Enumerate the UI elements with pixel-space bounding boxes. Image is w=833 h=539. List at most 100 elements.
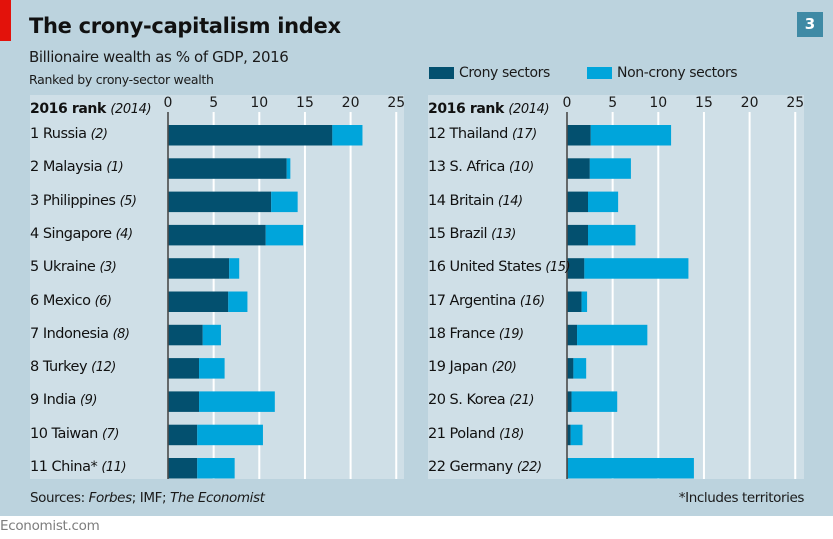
- chart-panel-right: 2016 rank (2014) 0 5 10 15 20 25 12 Thailand (1…: [428, 95, 804, 479]
- bar-non-crony-singapore: [265, 224, 304, 246]
- legend-crony: Crony sectors: [429, 64, 550, 82]
- row-label: 8 Turkey (12): [30, 359, 116, 375]
- sources-note: Sources: Forbes; IMF; The Economist: [30, 490, 265, 506]
- x-tick-label: 25: [387, 95, 405, 111]
- row-label: 18 France (19): [428, 326, 524, 342]
- country-name: 13 S. Africa: [428, 159, 509, 176]
- row-label: 19 Japan (20): [428, 359, 517, 376]
- bar-non-crony-germany: [567, 458, 694, 479]
- x-tick-label: 0: [563, 95, 572, 111]
- country-name: 11 China*: [30, 459, 102, 475]
- previous-rank: (13): [491, 226, 516, 242]
- previous-rank: (10): [508, 160, 534, 176]
- previous-rank: (5): [119, 193, 137, 209]
- row-label: 6 Mexico (6): [30, 293, 112, 309]
- bar-crony-poland: [567, 424, 571, 446]
- rank-header-label: 2016 rank: [30, 101, 111, 117]
- country-name: 15 Brazil: [428, 225, 492, 242]
- bar-non-crony-s-korea: [571, 391, 618, 412]
- row-label: 14 Britain (14): [428, 193, 523, 209]
- country-name: 2 Malaysia: [30, 159, 107, 176]
- bar-crony-thailand: [567, 125, 591, 146]
- bar-non-crony-japan: [573, 358, 587, 379]
- bar-non-crony-argentina: [581, 291, 588, 312]
- row-label: 20 S. Korea (21): [428, 392, 534, 408]
- bar-non-crony-thailand: [590, 125, 672, 146]
- bar-crony-japan: [567, 358, 574, 379]
- row-label: 16 United States (15): [428, 259, 571, 276]
- chart-note: Ranked by crony-sector wealth: [29, 72, 214, 87]
- country-name: 1 Russia: [30, 126, 91, 142]
- row-label: 15 Brazil (13): [428, 226, 516, 242]
- bar-non-crony-turkey: [199, 358, 225, 379]
- row-label: 4 Singapore (4): [30, 226, 133, 242]
- rank-header: 2016 rank (2014): [428, 101, 550, 117]
- bar-non-crony-s-africa: [589, 158, 631, 179]
- bar-non-crony-china: [197, 458, 235, 479]
- bar-crony-s-africa: [567, 158, 590, 179]
- country-name: 14 Britain: [428, 192, 498, 209]
- previous-rank: (12): [91, 360, 116, 376]
- country-name: 19 Japan: [428, 359, 492, 376]
- legend-non-crony: Non-crony sectors: [587, 64, 738, 82]
- bar-non-crony-india: [199, 391, 275, 412]
- bar-non-crony-malaysia: [286, 158, 291, 179]
- rank-header-previous: (2014): [508, 102, 550, 117]
- bar-non-crony-britain: [587, 191, 619, 213]
- legend-swatch-crony: [429, 67, 454, 79]
- previous-rank: (16): [519, 293, 545, 309]
- x-tick-label: 20: [342, 95, 360, 111]
- rank-header-previous: (2014): [110, 102, 152, 117]
- bar-crony-mexico: [168, 291, 229, 312]
- x-tick-label: 25: [786, 95, 804, 111]
- previous-rank: (20): [491, 360, 517, 376]
- bar-non-crony-philippines: [271, 191, 298, 213]
- x-tick-label: 5: [209, 95, 218, 111]
- bar-chart-plot: 0 5 10 15 20 25: [164, 95, 405, 479]
- bar-crony-malaysia: [168, 158, 287, 179]
- country-name: 7 Indonesia: [30, 325, 113, 342]
- chart-title: The crony-capitalism index: [29, 14, 341, 38]
- legend-label-non-crony: Non-crony sectors: [617, 65, 738, 81]
- bar-crony-philippines: [168, 191, 272, 213]
- previous-rank: (21): [509, 393, 534, 409]
- country-name: 9 India: [30, 392, 81, 409]
- previous-rank: (17): [511, 127, 537, 142]
- bar-non-crony-ukraine: [229, 258, 240, 279]
- row-label: 3 Philippines (5): [30, 193, 137, 209]
- previous-rank: (19): [498, 326, 524, 342]
- sources-prefix: Sources:: [30, 490, 89, 506]
- country-name: 5 Ukraine: [30, 259, 100, 276]
- previous-rank: (7): [101, 426, 119, 442]
- chart-number-badge: 3: [797, 12, 823, 37]
- bar-crony-britain: [567, 191, 588, 213]
- bar-non-crony-united-states: [584, 258, 689, 279]
- x-tick-label: 20: [741, 95, 759, 111]
- previous-rank: (14): [497, 193, 523, 209]
- brand-credit: Economist.com: [0, 518, 100, 534]
- sources-separator: ; IMF;: [131, 490, 171, 506]
- row-label: 21 Poland (18): [428, 426, 524, 442]
- red-tag: [0, 0, 11, 41]
- country-name: 16 United States: [428, 259, 546, 276]
- bar-non-crony-france: [577, 324, 648, 346]
- country-name: 20 S. Korea: [428, 392, 510, 409]
- bar-non-crony-brazil: [587, 224, 636, 246]
- previous-rank: (3): [99, 260, 117, 276]
- row-label: 1 Russia (2): [30, 126, 108, 142]
- previous-rank: (8): [112, 326, 130, 342]
- country-name: 4 Singapore: [30, 225, 116, 242]
- country-name: 8 Turkey: [30, 359, 92, 376]
- chart-panel-left: 2016 rank (2014) 0 5 10 15 20 25 1 Russia (2) 2 …: [30, 95, 405, 479]
- bar-crony-brazil: [567, 224, 588, 246]
- row-label: 10 Taiwan (7): [30, 426, 119, 442]
- legend-swatch-non-crony: [587, 67, 612, 79]
- bar-non-crony-mexico: [228, 291, 248, 312]
- bar-crony-singapore: [168, 224, 266, 246]
- previous-rank: (11): [101, 460, 127, 475]
- x-tick-label: 10: [649, 95, 667, 111]
- bar-non-crony-poland: [570, 424, 583, 446]
- country-name: 22 Germany: [428, 459, 517, 475]
- country-name: 6 Mexico: [30, 292, 95, 309]
- footnote: *Includes territories: [678, 490, 805, 506]
